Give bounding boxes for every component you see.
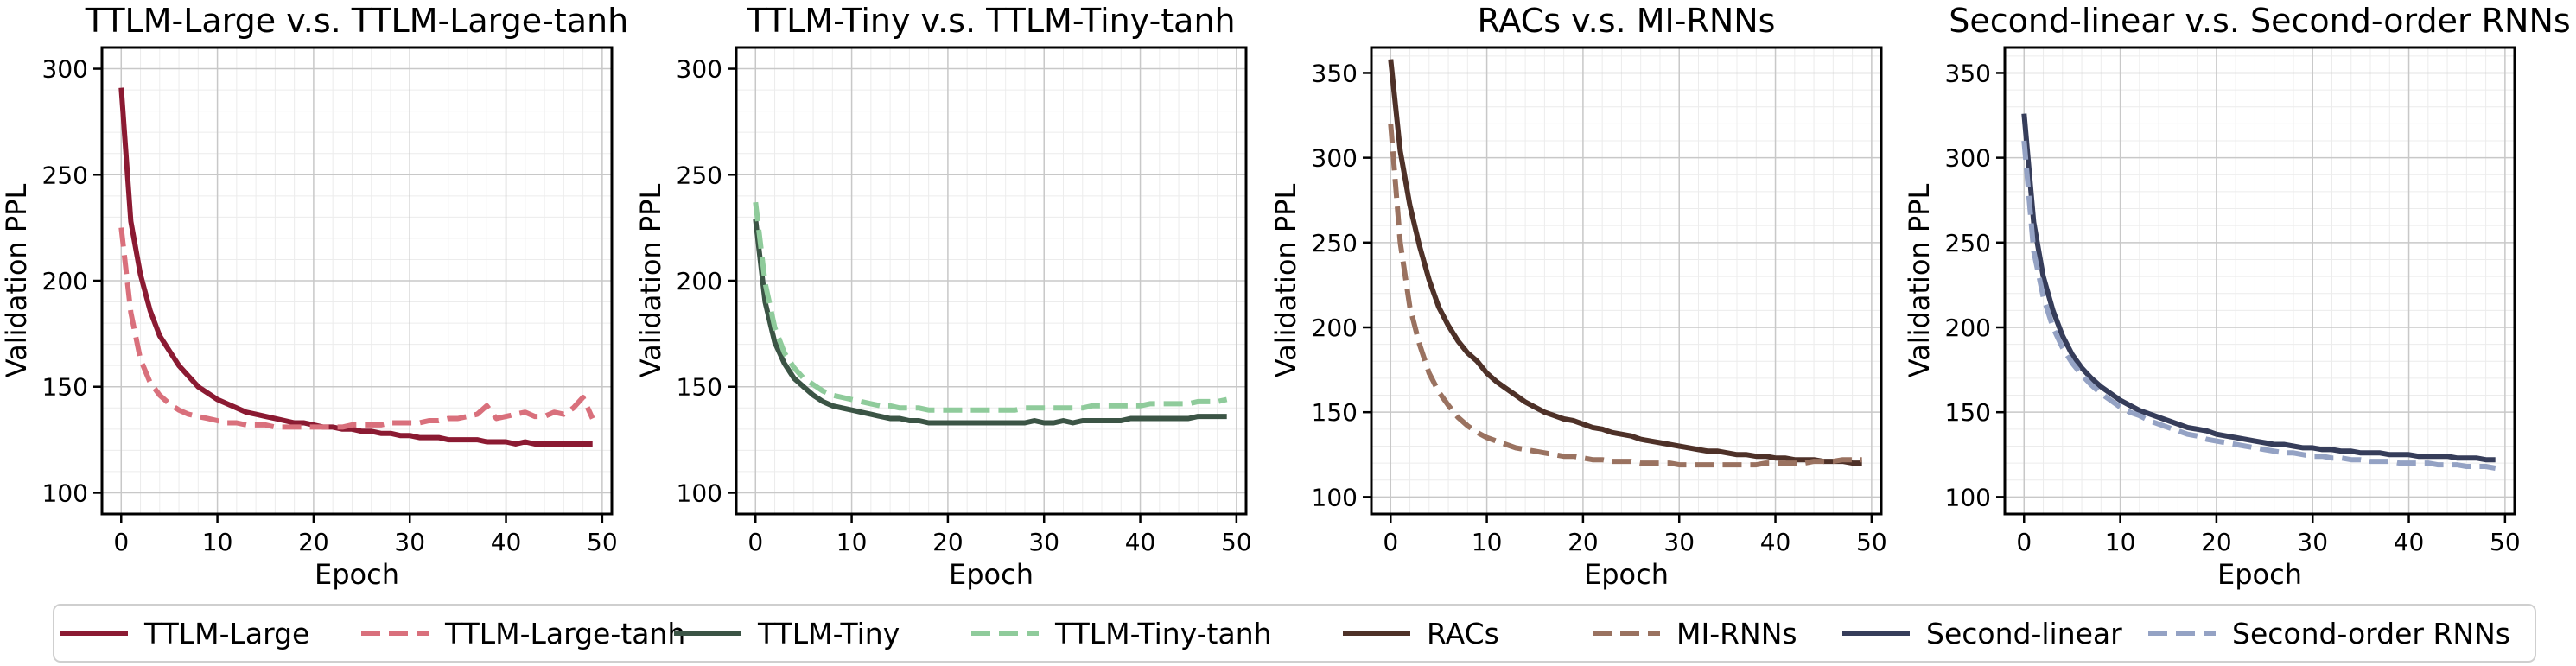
legend-label: TTLM-Large [143,617,309,650]
minor-grid [2004,48,2515,515]
legend-label: Second-linear [1926,617,2122,650]
y-tick-label: 300 [1945,144,1991,173]
series-line-mi-rnns [1388,124,1862,468]
legend-label: Second-order RNNs [2232,617,2510,650]
y-tick-label: 250 [1945,229,1991,257]
panel-2: 0 10 20 30 40 50 100 150 200 250 300 TTLM-Tiny v.s.… [634,2,1252,591]
y-tick-label: 150 [677,373,722,402]
x-tick-label: 30 [394,528,425,556]
legend-label: MI-RNNs [1676,617,1797,650]
x-tick-label: 50 [587,528,618,556]
x-tick-label: 10 [2105,528,2136,556]
legend-item-racs: RACs [1343,617,1499,650]
y-tick-label: 300 [677,55,722,84]
y-tick-label: 300 [1312,144,1358,173]
x-tick-label: 40 [2394,528,2425,556]
x-tick-label: 50 [1856,528,1887,556]
x-tick-label: 0 [1383,528,1398,556]
major-grid [1371,48,1881,514]
x-tick-label: 50 [2490,528,2521,556]
legend-item-ttlm-tiny-tanh: TTLM-Tiny-tanh [971,617,1272,650]
y-tick-label: 250 [677,161,722,189]
x-tick-label: 10 [1472,528,1503,556]
legend-item-mi-rnns: MI-RNNs [1593,617,1797,650]
y-tick-label: 150 [1945,398,1991,427]
y-tick-label: 200 [42,267,88,295]
x-tick-label: 10 [836,528,868,556]
series-line-ttlm-large [118,87,593,447]
minor-grid [1371,48,1881,515]
y-tick-label: 350 [1312,59,1358,87]
x-tick-label: 10 [202,528,233,556]
chart-title: RACs v.s. MI-RNNs [1478,2,1776,40]
legend: TTLM-Large TTLM-Large-tanh TTLM-Tiny TTLM-T… [53,604,2536,663]
x-tick-label: 40 [491,528,522,556]
series-line-second-linear [2021,113,2496,463]
chart-title: TTLM-Large v.s. TTLM-Large-tanh [85,2,628,40]
x-tick-label: 30 [1028,528,1059,556]
panel-1: 0 10 20 30 40 50 100 150 200 250 300 TTLM-Large v.s… [0,2,628,591]
x-tick-label: 50 [1221,528,1252,556]
plot-frame [1370,46,1883,516]
y-tick-label: 150 [1312,398,1358,427]
major-grid [102,48,612,514]
x-tick-label: 20 [932,528,964,556]
series-line-ttlm-tiny-tanh [753,201,1228,413]
x-axis-label: Epoch [315,558,399,591]
series-line-ttlm-tiny [753,219,1227,426]
x-tick-label: 30 [1663,528,1695,556]
y-tick-label: 100 [1945,483,1991,511]
x-axis-label: Epoch [2217,558,2302,591]
y-axis-label: Validation PPL [1903,184,1936,378]
x-tick-label: 30 [2297,528,2328,556]
panel-3: 0 10 20 30 40 50 100 150 200 250 300 350 RACs v.s. M… [1269,2,1887,591]
y-tick-label: 250 [42,161,88,189]
series-line-second-order-rnns [2021,140,2496,471]
legend-item-ttlm-large-tanh: TTLM-Large-tanh [361,617,685,650]
y-axis-label: Validation PPL [634,184,667,378]
x-tick-label: 40 [1125,528,1156,556]
legend-label: TTLM-Tiny-tanh [1054,617,1272,650]
x-tick-label: 20 [1568,528,1599,556]
legend-label: RACs [1427,617,1499,650]
legend-label: TTLM-Tiny [757,617,900,650]
y-tick-label: 100 [677,479,722,507]
x-tick-label: 0 [113,528,129,556]
series-line-ttlm-large-tanh [118,227,595,430]
y-tick-label: 200 [1312,314,1358,342]
y-tick-label: 200 [677,267,722,295]
y-tick-label: 100 [42,479,88,507]
chart-title: Second-linear v.s. Second-order RNNs [1949,2,2570,40]
y-tick-label: 350 [1945,59,1991,87]
y-axis-label: Validation PPL [1269,184,1302,378]
y-tick-label: 100 [1312,483,1358,511]
major-grid [736,48,1246,514]
x-tick-label: 40 [1760,528,1791,556]
x-tick-label: 0 [747,528,763,556]
legend-item-ttlm-tiny: TTLM-Tiny [674,617,900,650]
y-tick-label: 250 [1312,229,1358,257]
x-axis-label: Epoch [949,558,1034,591]
legend-item-second-linear: Second-linear [1842,617,2122,650]
plot-frame [2003,46,2516,516]
x-tick-label: 20 [2201,528,2232,556]
y-tick-label: 300 [42,55,88,84]
x-tick-label: 20 [298,528,329,556]
chart-title: TTLM-Tiny v.s. TTLM-Tiny-tanh [746,2,1235,40]
y-tick-label: 150 [42,373,88,402]
y-axis-label: Validation PPL [0,184,33,378]
legend-label: TTLM-Large-tanh [444,617,685,650]
x-axis-label: Epoch [1584,558,1669,591]
panel-4: 0 10 20 30 40 50 100 150 200 250 300 350 Second-line… [1903,2,2571,591]
legend-frame [53,604,2536,663]
legend-item-second-order-rnns: Second-order RNNs [2148,617,2510,650]
y-tick-label: 200 [1945,314,1991,342]
legend-item-ttlm-large: TTLM-Large [60,617,309,650]
series-line-racs [1388,59,1862,466]
x-tick-label: 0 [2016,528,2032,556]
